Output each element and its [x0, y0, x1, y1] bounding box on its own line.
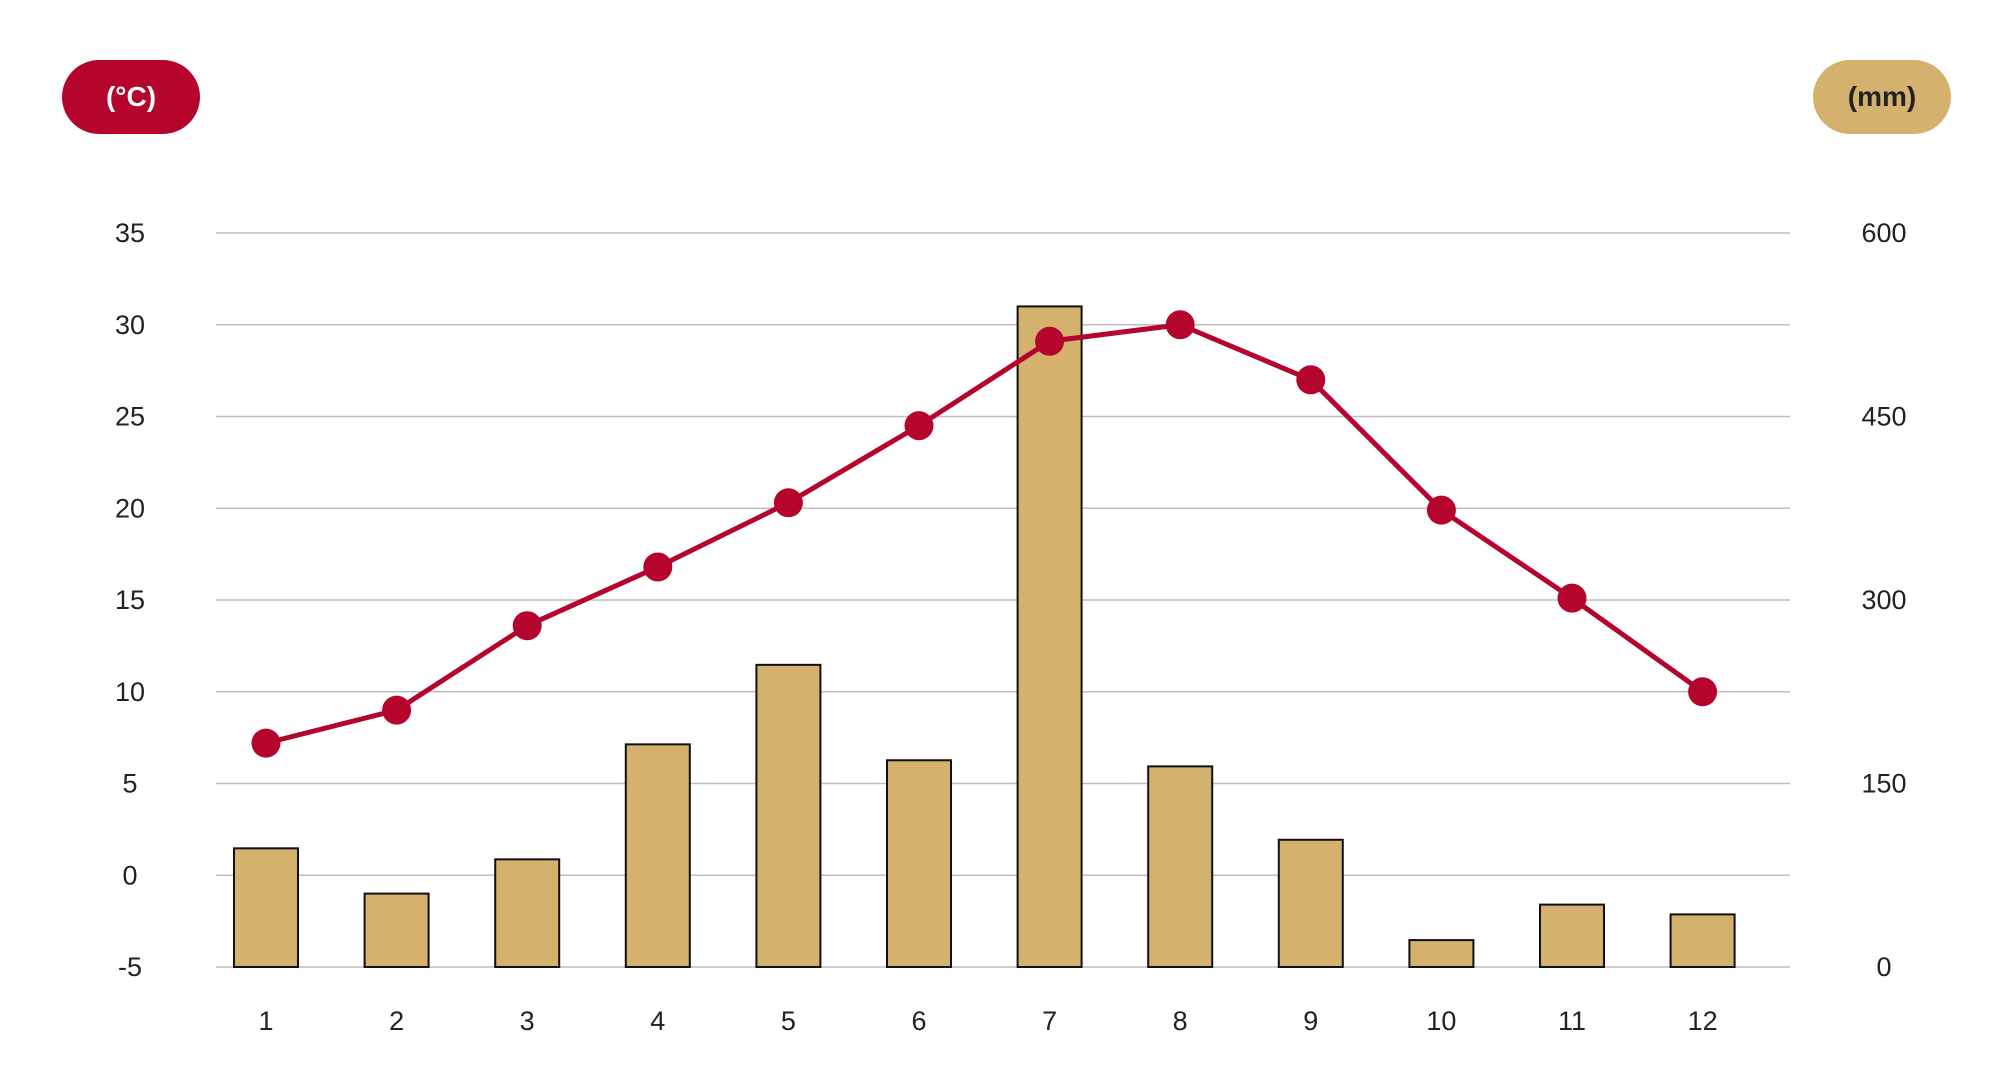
- temperature-point: [904, 411, 934, 441]
- precipitation-bar: [1669, 913, 1736, 968]
- precipitation-bar: [1147, 765, 1214, 969]
- temperature-point: [643, 552, 673, 582]
- x-axis-tick-label: 2: [389, 1006, 404, 1036]
- x-axis-tick-label: 4: [650, 1006, 665, 1036]
- precipitation-bar: [363, 892, 430, 968]
- temperature-point: [1035, 326, 1065, 356]
- x-axis-tick-label: 5: [781, 1006, 796, 1036]
- left-axis-tick-label: 30: [115, 310, 145, 340]
- precipitation-bar: [494, 858, 561, 969]
- x-axis-tick-label: 9: [1303, 1006, 1318, 1036]
- x-axis-tick-label: 8: [1173, 1006, 1188, 1036]
- temperature-point: [1165, 310, 1195, 340]
- right-axis-tick-label: 450: [1861, 402, 1906, 432]
- precipitation-bar: [755, 663, 822, 968]
- x-axis-tick-label: 7: [1042, 1006, 1057, 1036]
- temperature-point: [1688, 677, 1718, 707]
- left-axis-tick-label: 35: [115, 218, 145, 248]
- temperature-line: [265, 322, 1705, 746]
- temperature-point: [1296, 365, 1326, 395]
- left-axis-tick-label: 10: [115, 677, 145, 707]
- precipitation-bar: [1408, 939, 1475, 969]
- precipitation-unit-badge: (mm): [1813, 60, 1951, 134]
- x-axis-tick-label: 6: [911, 1006, 926, 1036]
- left-axis-tick-label: 15: [115, 585, 145, 615]
- x-axis-tick-label: 3: [520, 1006, 535, 1036]
- x-axis-tick-label: 1: [258, 1006, 273, 1036]
- left-axis-tick-label: 20: [115, 493, 145, 523]
- temperature-point: [251, 728, 281, 758]
- precipitation-bar: [624, 743, 691, 968]
- temperature-unit-badge: (°C): [62, 60, 200, 134]
- right-axis-tick-label: 600: [1861, 218, 1906, 248]
- left-axis-tick-label: 25: [115, 402, 145, 432]
- x-axis-tick-label: 11: [1558, 1006, 1586, 1036]
- left-axis-tick-label: -5: [118, 952, 142, 982]
- precipitation-bar: [1539, 903, 1605, 968]
- x-axis-tick-label: 10: [1426, 1006, 1456, 1036]
- right-axis-tick-label: 300: [1861, 585, 1906, 615]
- left-axis-tick-label: 5: [122, 769, 137, 799]
- temperature-point: [512, 611, 542, 641]
- right-axis-tick-label: 150: [1861, 769, 1906, 799]
- precipitation-bar: [886, 759, 952, 968]
- precipitation-bar: [1277, 838, 1344, 968]
- left-axis-tick-label: 0: [122, 860, 137, 890]
- temperature-point: [1426, 495, 1456, 525]
- temperature-point: [773, 488, 803, 518]
- precipitation-bar: [233, 847, 299, 968]
- x-axis-tick-label: 12: [1688, 1006, 1718, 1036]
- right-axis-tick-label: 0: [1876, 952, 1891, 982]
- temperature-point: [382, 695, 412, 725]
- precipitation-bar: [1016, 305, 1083, 968]
- temperature-point: [1557, 583, 1587, 613]
